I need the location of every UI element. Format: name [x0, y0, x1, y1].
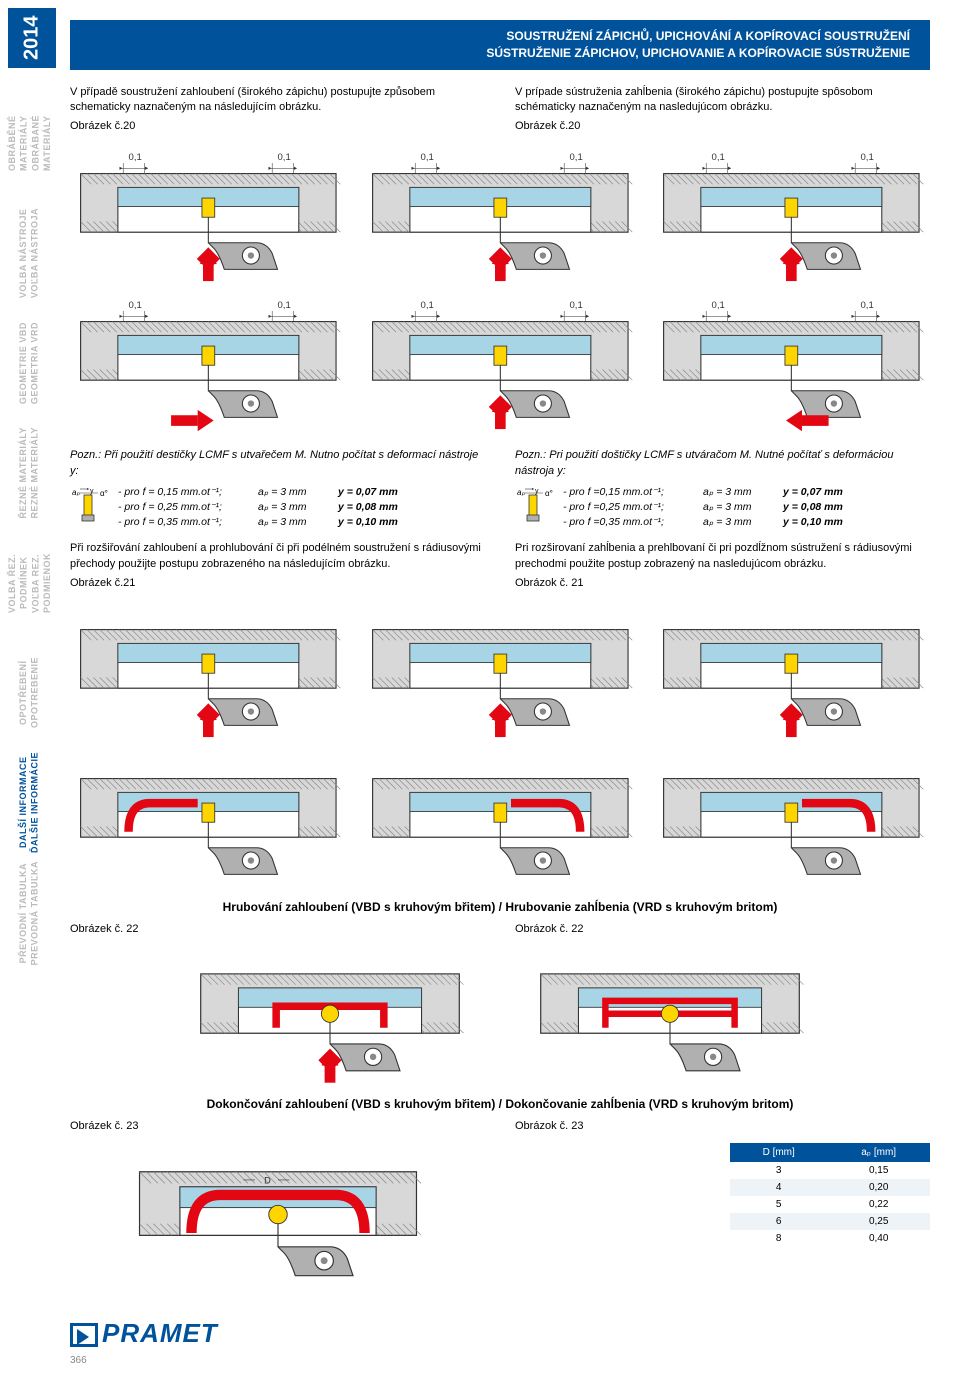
- main-content: SOUSTRUŽENÍ ZÁPICHŮ, UPICHOVÁNÍ A KOPÍRO…: [60, 0, 960, 1386]
- year-badge: 2014: [8, 8, 56, 68]
- sidebar-item-1[interactable]: VOLBA NÁSTROJEVOĽBA NÁSTROJA: [18, 208, 41, 298]
- fig20-label-sk: Obrázek č.20: [515, 119, 930, 134]
- svg-text:α°: α°: [100, 489, 108, 498]
- roughing-title: Hrubování zahloubení (VBD s kruhovým bři…: [70, 900, 930, 914]
- table-col2: aₚ [mm]: [827, 1143, 930, 1162]
- svg-text:y: y: [535, 488, 539, 495]
- svg-text:aₚ: aₚ: [72, 488, 80, 497]
- table-col1: D [mm]: [730, 1143, 827, 1162]
- fig20-label-cz: Obrázek č.20: [70, 119, 485, 134]
- para2-sk: Pri rozširovaní zahĺbenia a prehlbovaní …: [515, 541, 930, 572]
- sidebar-item-5[interactable]: OPOTŘEBENÍOPOTREBENIE: [18, 657, 41, 728]
- svg-text:0,1: 0,1: [278, 152, 291, 163]
- svg-text:aₚ: aₚ: [517, 488, 525, 497]
- header-line1: SOUSTRUŽENÍ ZÁPICHŮ, UPICHOVÁNÍ A KOPÍRO…: [90, 28, 910, 45]
- groove-diagram: [653, 603, 930, 741]
- svg-text:0,1: 0,1: [569, 152, 582, 163]
- params-sk: - pro f =0,15 mm.ot⁻¹;aₚ = 3 mmy = 0,07 …: [563, 485, 843, 529]
- groove-diagram: 0,1 0,1: [70, 147, 347, 285]
- fig23-label-cz: Obrázek č. 23: [70, 1119, 485, 1134]
- para2-cz: Při rozšiřování zahloubení a prohlubován…: [70, 541, 485, 572]
- groove-diagram: D: [128, 1143, 428, 1293]
- note-sk: Pozn.: Pri použití doštičky LCMF s utvár…: [515, 448, 930, 479]
- groove-diagram: 0,1 0,1: [362, 147, 639, 285]
- table-row: 40,20: [730, 1179, 930, 1196]
- fig21-label-sk: Obrázok č. 21: [515, 576, 930, 591]
- sidebar: 2014 OBRÁBĚNÉ MATERIÁLYOBRÁBANÉ MATERIÁL…: [0, 0, 60, 1386]
- table-row: 60,25: [730, 1213, 930, 1230]
- logo-icon: [70, 1323, 98, 1347]
- page-number: 366: [70, 1355, 930, 1366]
- groove-diagram: 0,1 0,1: [653, 295, 930, 433]
- page-header: SOUSTRUŽENÍ ZÁPICHŮ, UPICHOVÁNÍ A KOPÍRO…: [70, 20, 930, 70]
- intro-cz: V případě soustružení zahloubení (široké…: [70, 85, 485, 116]
- fig22-label-sk: Obrázok č. 22: [515, 922, 930, 937]
- svg-text:y: y: [90, 488, 94, 495]
- fig23-label-sk: Obrázok č. 23: [515, 1119, 930, 1134]
- fig21-label-cz: Obrázek č.21: [70, 576, 485, 591]
- groove-diagram: [362, 603, 639, 741]
- svg-text:0,1: 0,1: [129, 152, 142, 163]
- groove-diagram: [70, 752, 347, 890]
- groove-diagram: [530, 947, 810, 1087]
- svg-text:0,1: 0,1: [420, 300, 433, 311]
- table-row: 50,22: [730, 1196, 930, 1213]
- sidebar-item-2[interactable]: GEOMETRIE VBDGEOMETRIA VRD: [18, 322, 41, 404]
- sidebar-item-0[interactable]: OBRÁBĚNÉ MATERIÁLYOBRÁBANÉ MATERIÁLY: [7, 88, 54, 198]
- param-icon-cz: aₚ y α°: [70, 485, 110, 523]
- svg-text:0,1: 0,1: [420, 152, 433, 163]
- param-icon-sk: aₚ y α°: [515, 485, 555, 523]
- intro-sk: V prípade sústruženia zahĺbenia (širokéh…: [515, 85, 930, 116]
- table-row: 80,40: [730, 1230, 930, 1247]
- brand-logo: PRAMET: [70, 1318, 218, 1348]
- svg-text:0,1: 0,1: [712, 300, 725, 311]
- groove-diagram: 0,1 0,1: [653, 147, 930, 285]
- groove-diagram: [653, 752, 930, 890]
- finishing-title: Dokončování zahloubení (VBD s kruhovým b…: [70, 1097, 930, 1111]
- fig20-row1: 0,1 0,1 0,1: [70, 147, 930, 285]
- svg-text:α°: α°: [545, 489, 553, 498]
- fig21-row1: [70, 603, 930, 741]
- fig22-label-cz: Obrázek č. 22: [70, 922, 485, 937]
- fig21-row2: [70, 752, 930, 890]
- svg-text:0,1: 0,1: [278, 300, 291, 311]
- svg-text:0,1: 0,1: [861, 300, 874, 311]
- svg-text:0,1: 0,1: [861, 152, 874, 163]
- table-row: 30,15: [730, 1162, 930, 1179]
- note-cz: Pozn.: Při použití destičky LCMF s utvař…: [70, 448, 485, 479]
- finishing-table: D [mm] aₚ [mm] 30,1540,2050,2260,2580,40: [730, 1143, 930, 1247]
- groove-diagram: 0,1 0,1: [362, 295, 639, 433]
- header-line2: SÚSTRUŽENIE ZÁPICHOV, UPICHOVANIE A KOPÍ…: [90, 45, 910, 62]
- sidebar-item-3[interactable]: ŘEZNÉ MATERIÁLYREZNÉ MATERIÁLY: [18, 427, 41, 519]
- fig20-row2: 0,1 0,1 0,1: [70, 295, 930, 433]
- groove-diagram: [190, 947, 470, 1087]
- svg-text:0,1: 0,1: [569, 300, 582, 311]
- sidebar-item-6[interactable]: DALŠÍ INFORMACEĎALŠIE INFORMÁCIE: [18, 752, 41, 853]
- sidebar-item-7[interactable]: PŘEVODNÍ TABULKAPREVODNÁ TABUĽKA: [18, 861, 41, 965]
- params-cz: - pro f = 0,15 mm.ot⁻¹;aₚ = 3 mmy = 0,07…: [118, 485, 398, 529]
- fig22-row: [70, 947, 930, 1087]
- svg-text:0,1: 0,1: [129, 300, 142, 311]
- fig23-diagram: D: [70, 1143, 485, 1298]
- groove-diagram: [70, 603, 347, 741]
- groove-diagram: [362, 752, 639, 890]
- sidebar-item-4[interactable]: VOLBA ŘEZ. PODMÍNEKVOĽBA REZ. PODMIENOK: [7, 528, 54, 638]
- svg-text:0,1: 0,1: [712, 152, 725, 163]
- svg-text:D: D: [264, 1175, 271, 1185]
- groove-diagram: 0,1 0,1: [70, 295, 347, 433]
